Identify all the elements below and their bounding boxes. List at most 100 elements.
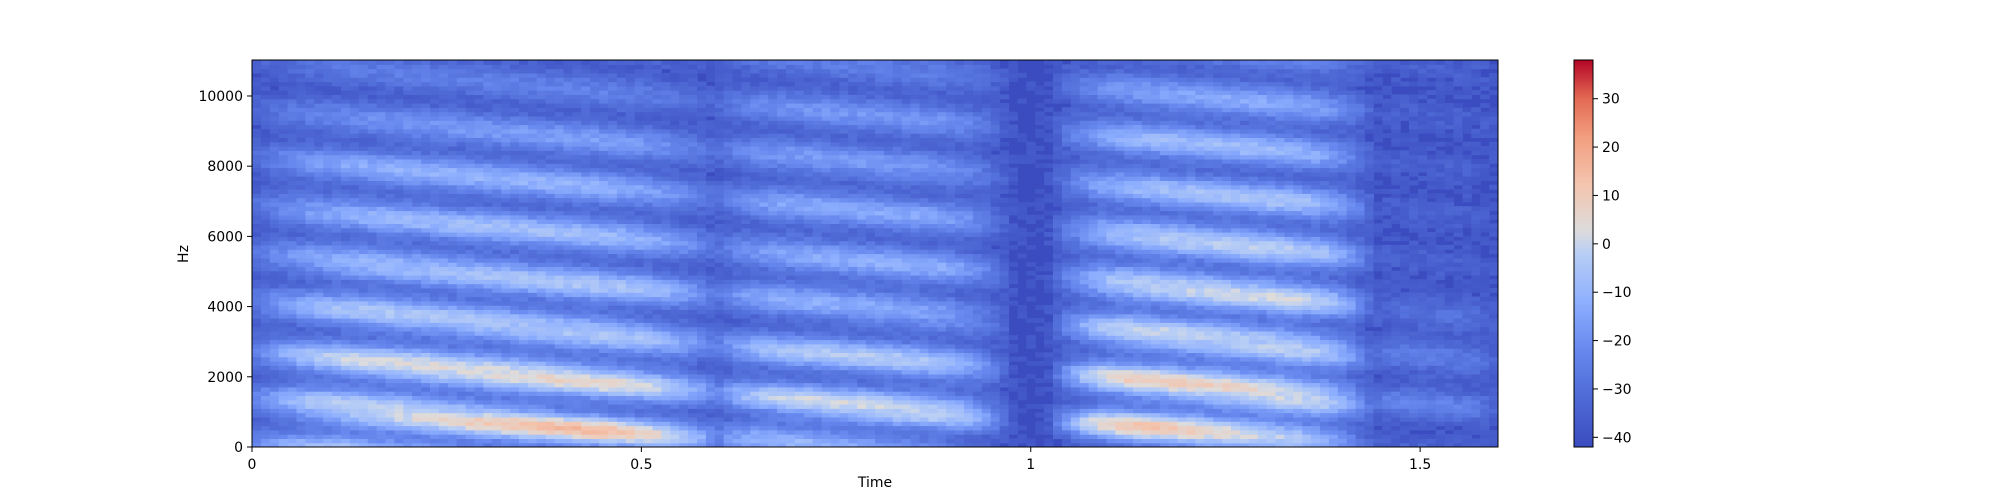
heatmap-cell	[296, 283, 306, 289]
heatmap-cell	[430, 300, 440, 306]
heatmap-cell	[349, 223, 360, 229]
heatmap-cell	[697, 81, 707, 87]
heatmap-cell	[519, 81, 529, 87]
heatmap-cell	[714, 395, 725, 401]
heatmap-cell	[616, 219, 627, 224]
heatmap-cell	[697, 300, 707, 306]
heatmap-cell	[332, 124, 342, 130]
heatmap-cell	[358, 382, 369, 388]
heatmap-cell	[278, 163, 289, 169]
heatmap-cell	[670, 266, 680, 272]
heatmap-cell	[679, 326, 689, 332]
heatmap-cell	[608, 240, 618, 246]
heatmap-cell	[421, 335, 431, 341]
heatmap-cell	[412, 391, 422, 396]
heatmap-cell	[545, 163, 556, 169]
heatmap-cell	[670, 352, 680, 358]
heatmap-cell	[616, 287, 627, 293]
heatmap-cell	[501, 318, 511, 323]
heatmap-cell	[260, 171, 271, 177]
heatmap-cell	[510, 335, 520, 341]
heatmap-cell	[323, 85, 333, 91]
heatmap-cell	[278, 133, 289, 138]
heatmap-cell	[554, 378, 565, 384]
heatmap-cell	[625, 361, 636, 366]
heatmap-cell	[349, 210, 360, 216]
heatmap-cell	[554, 438, 565, 444]
heatmap-cell	[732, 206, 743, 212]
heatmap-cell	[349, 214, 360, 220]
heatmap-cell	[554, 326, 565, 332]
heatmap-cell	[563, 236, 573, 242]
heatmap-cell	[465, 425, 476, 431]
heatmap-cell	[483, 103, 493, 108]
heatmap-cell	[652, 244, 662, 250]
heatmap-cell	[714, 421, 725, 427]
heatmap-cell	[563, 107, 573, 113]
heatmap-cell	[652, 399, 662, 405]
heatmap-cell	[421, 300, 431, 306]
heatmap-cell	[341, 249, 351, 255]
heatmap-cell	[474, 141, 484, 147]
heatmap-cell	[367, 395, 378, 401]
heatmap-cell	[643, 90, 654, 95]
heatmap-cell	[501, 266, 511, 272]
heatmap-cell	[679, 382, 689, 388]
heatmap-cell	[349, 197, 360, 203]
heatmap-cell	[643, 283, 654, 289]
heatmap-cell	[314, 133, 324, 138]
heatmap-cell	[465, 128, 476, 134]
heatmap-cell	[260, 408, 271, 414]
heatmap-cell	[305, 322, 315, 328]
heatmap-cell	[332, 210, 342, 216]
heatmap-cell	[643, 322, 654, 328]
heatmap-cell	[305, 236, 315, 242]
heatmap-cell	[519, 253, 529, 259]
heatmap-cell	[341, 391, 351, 396]
heatmap-cell	[519, 68, 529, 74]
heatmap-cell	[269, 72, 280, 78]
heatmap-cell	[688, 193, 698, 199]
heatmap-cell	[323, 330, 333, 336]
heatmap-cell	[732, 382, 743, 388]
heatmap-cell	[296, 391, 306, 396]
heatmap-cell	[536, 214, 547, 220]
heatmap-cell	[554, 146, 565, 151]
heatmap-cell	[385, 98, 395, 104]
heatmap-cell	[661, 150, 671, 156]
heatmap-cell	[332, 322, 342, 328]
heatmap-cell	[670, 373, 680, 379]
heatmap-cell	[616, 386, 627, 392]
heatmap-cell	[563, 184, 573, 190]
heatmap-cell	[456, 133, 467, 138]
heatmap-cell	[616, 318, 627, 323]
heatmap-cell	[581, 442, 591, 447]
heatmap-cell	[456, 120, 467, 126]
heatmap-cell	[483, 167, 493, 173]
heatmap-cell	[447, 378, 458, 384]
heatmap-cell	[278, 210, 289, 216]
heatmap-cell	[519, 128, 529, 134]
heatmap-cell	[438, 412, 449, 418]
heatmap-cell	[430, 141, 440, 147]
heatmap-cell	[367, 356, 378, 362]
heatmap-cell	[741, 244, 751, 250]
heatmap-cell	[421, 197, 431, 203]
heatmap-cell	[679, 279, 689, 285]
heatmap-cell	[581, 343, 591, 349]
heatmap-cell	[670, 386, 680, 392]
heatmap-cell	[260, 150, 271, 156]
heatmap-cell	[554, 395, 565, 401]
heatmap-cell	[438, 335, 449, 341]
heatmap-cell	[527, 296, 538, 302]
heatmap-cell	[599, 434, 609, 439]
heatmap-cell	[608, 193, 618, 199]
heatmap-cell	[252, 146, 262, 151]
heatmap-cell	[260, 98, 271, 104]
heatmap-cell	[465, 404, 476, 409]
heatmap-cell	[252, 404, 262, 409]
heatmap-cell	[492, 68, 502, 74]
heatmap-cell	[510, 180, 520, 186]
heatmap-cell	[403, 163, 413, 169]
heatmap-cell	[723, 214, 734, 220]
